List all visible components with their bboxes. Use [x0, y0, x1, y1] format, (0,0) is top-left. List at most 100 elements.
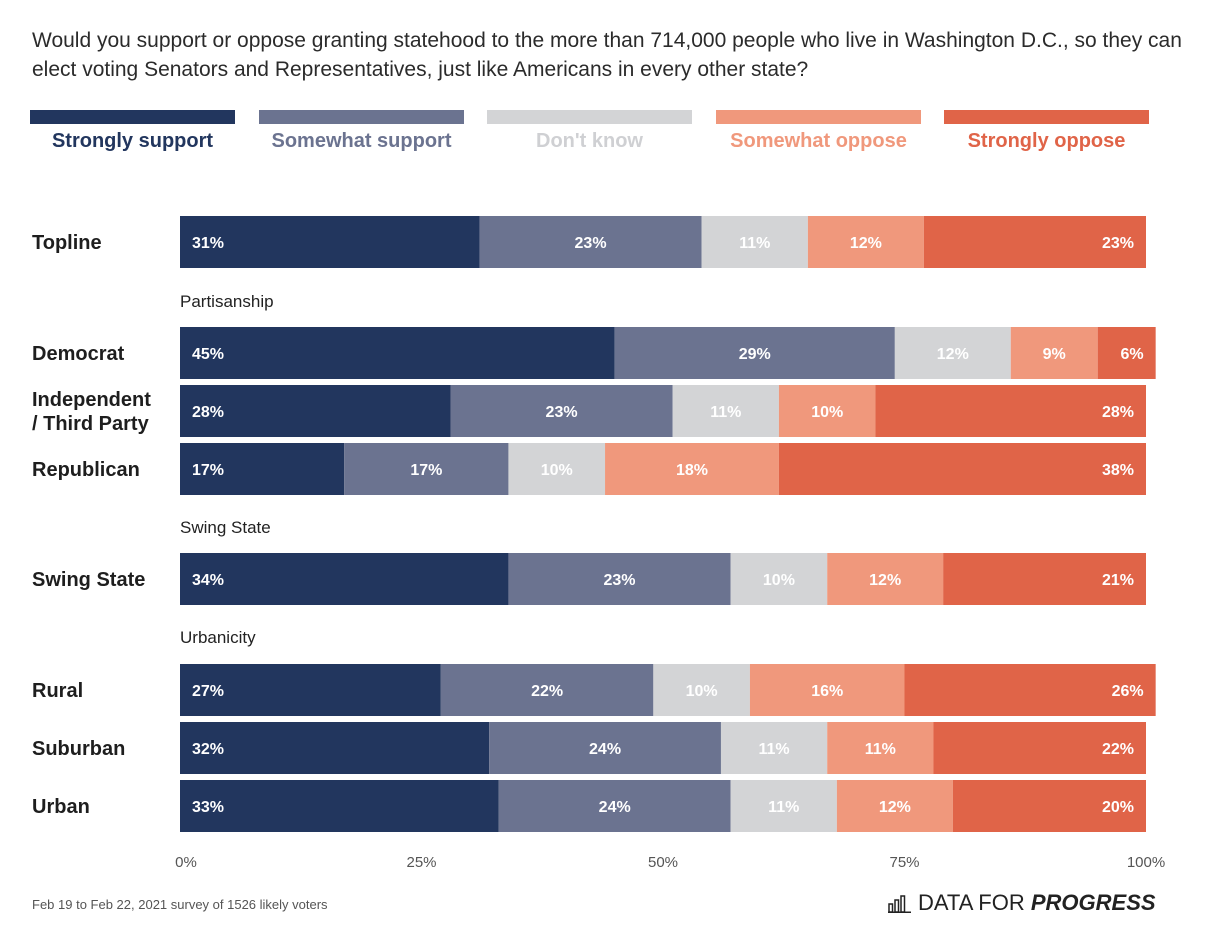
- bar-segment: [1010, 327, 1098, 379]
- bar-segment: [180, 443, 345, 495]
- stacked-bar-chart: Topline 31% 23% 11% 12% 23% Partisanship Democr…: [32, 216, 1165, 871]
- bar-segment: [450, 385, 673, 437]
- data-label: 11%: [865, 741, 896, 758]
- x-tick-label: 100%: [1127, 854, 1165, 871]
- data-label: 32%: [192, 741, 224, 758]
- bar-segment: [807, 216, 924, 268]
- data-label: 10%: [541, 462, 573, 479]
- data-label: 23%: [1102, 235, 1134, 252]
- bar-segment: [701, 216, 808, 268]
- bar-segment: [180, 327, 615, 379]
- legend-label: Don't know: [536, 130, 643, 152]
- data-label: 12%: [869, 572, 901, 589]
- data-label: 23%: [575, 235, 607, 252]
- legend-item-strongly-support: Strongly support: [30, 110, 235, 160]
- data-label: 11%: [759, 741, 790, 758]
- legend-item-strongly-oppose: Strongly oppose: [944, 110, 1149, 160]
- bar-segment: [489, 722, 721, 774]
- row-label: Democrat: [32, 343, 125, 365]
- data-label: 12%: [879, 799, 911, 816]
- bar-segment: [614, 327, 895, 379]
- bar-segment: [508, 443, 606, 495]
- bar-segment: [180, 664, 441, 716]
- data-label: 16%: [811, 683, 843, 700]
- x-tick-label: 25%: [406, 854, 436, 871]
- legend-swatch: [30, 110, 235, 124]
- bar-segment: [605, 443, 779, 495]
- chart-title: Would you support or oppose granting sta…: [32, 29, 1182, 81]
- data-label: 12%: [937, 346, 969, 363]
- source-note: Feb 19 to Feb 22, 2021 survey of 1526 li…: [32, 897, 328, 912]
- data-label: 6%: [1121, 346, 1144, 363]
- legend: Strongly support Somewhat support Don't …: [30, 110, 1150, 160]
- bar-segment: [827, 722, 934, 774]
- brand-prefix: DATA FOR: [918, 890, 1025, 915]
- x-tick-label: 75%: [889, 854, 919, 871]
- data-label: 11%: [739, 235, 770, 252]
- bar-segment: [894, 327, 1011, 379]
- bar-segment: [180, 385, 451, 437]
- section-label: Partisanship: [180, 292, 274, 311]
- brand-emphasis: PROGRESS: [1030, 890, 1156, 915]
- bar-segment: [720, 722, 828, 774]
- bar-segment: [875, 385, 1146, 437]
- row-label: Topline: [32, 232, 102, 254]
- data-label: 29%: [739, 346, 771, 363]
- row-label: Independent: [32, 389, 151, 411]
- data-label: 17%: [410, 462, 442, 479]
- data-label: 20%: [1102, 799, 1134, 816]
- legend-label: Strongly support: [51, 130, 214, 152]
- data-label: 38%: [1102, 462, 1134, 479]
- data-label: 31%: [192, 235, 224, 252]
- bar-segment: [933, 722, 1146, 774]
- legend-swatch: [487, 110, 692, 124]
- data-label: 27%: [192, 683, 224, 700]
- bar-segment: [440, 664, 654, 716]
- legend-label: Strongly oppose: [967, 130, 1126, 152]
- data-label: 18%: [676, 462, 708, 479]
- data-label: 24%: [599, 799, 631, 816]
- bar-segment: [943, 553, 1146, 605]
- data-label: 22%: [1102, 741, 1134, 758]
- legend-swatch: [944, 110, 1149, 124]
- row-label: Rural: [32, 680, 83, 702]
- data-label: 10%: [686, 683, 718, 700]
- row-label: Suburban: [32, 738, 125, 760]
- bar-segment: [508, 553, 731, 605]
- bar-segment: [904, 664, 1156, 716]
- bar-segment: [672, 385, 779, 437]
- bar-segment: [923, 216, 1146, 268]
- bar-segment: [498, 780, 731, 832]
- data-label: 17%: [192, 462, 224, 479]
- bar-segment: [778, 385, 876, 437]
- data-label: 28%: [192, 404, 224, 421]
- data-label: 24%: [589, 741, 621, 758]
- legend-label: Somewhat oppose: [730, 130, 907, 152]
- bar-segment: [952, 780, 1146, 832]
- bar-segment: [778, 443, 1146, 495]
- data-label: 26%: [1112, 683, 1144, 700]
- bar-segment: [730, 553, 828, 605]
- row-label: Swing State: [32, 569, 145, 591]
- legend-item-somewhat-support: Somewhat support: [259, 110, 464, 160]
- bar-segment: [749, 664, 905, 716]
- data-label: 33%: [192, 799, 224, 816]
- data-label: 10%: [763, 572, 795, 589]
- bar-segment: [180, 722, 490, 774]
- data-label: 34%: [192, 572, 224, 589]
- bar-segment: [180, 553, 509, 605]
- x-tick-label: 0%: [175, 854, 197, 871]
- bar-segment: [479, 216, 702, 268]
- data-label: 11%: [768, 799, 799, 816]
- data-label: 11%: [710, 404, 741, 421]
- bar-segment: [730, 780, 837, 832]
- data-label: 28%: [1102, 404, 1134, 421]
- legend-label: Somewhat support: [271, 130, 452, 152]
- data-label: 21%: [1102, 572, 1134, 589]
- bar-segment: [653, 664, 750, 716]
- legend-swatch: [716, 110, 921, 124]
- legend-swatch: [259, 110, 464, 124]
- bar-segment: [836, 780, 953, 832]
- data-label: 23%: [604, 572, 636, 589]
- data-label: 23%: [546, 404, 578, 421]
